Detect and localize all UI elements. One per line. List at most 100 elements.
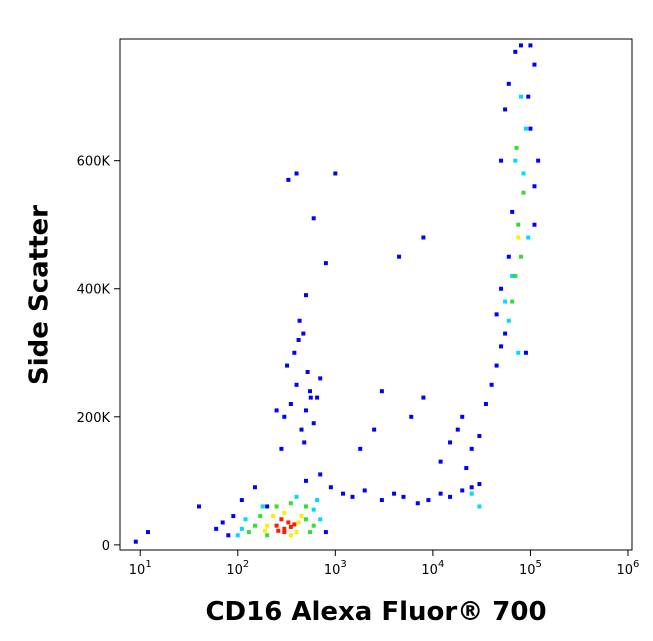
point — [305, 369, 310, 374]
point — [265, 523, 270, 528]
point — [311, 507, 316, 512]
point — [315, 498, 320, 503]
x-tick-exponent: 4 — [438, 559, 444, 570]
point — [516, 222, 521, 227]
point — [318, 517, 323, 522]
point — [246, 530, 251, 535]
point — [469, 446, 474, 451]
x-tick-exponent: 2 — [243, 559, 249, 570]
x-tick-label: 103 — [324, 559, 347, 578]
point — [528, 43, 533, 48]
point — [438, 491, 443, 496]
point — [426, 498, 431, 503]
point — [274, 408, 279, 413]
point — [231, 514, 236, 519]
x-tick-label: 104 — [421, 559, 444, 578]
point — [318, 376, 323, 381]
point — [499, 286, 504, 291]
point — [323, 261, 328, 266]
point — [448, 494, 453, 499]
point — [532, 222, 537, 227]
point — [513, 49, 518, 54]
point — [292, 350, 297, 355]
point — [518, 43, 523, 48]
point — [286, 520, 291, 525]
x-tick-exponent: 5 — [536, 559, 542, 570]
point — [415, 501, 420, 506]
point — [460, 414, 465, 419]
point — [252, 485, 257, 490]
point — [460, 488, 465, 493]
point — [274, 523, 279, 528]
point — [243, 517, 248, 522]
point — [379, 498, 384, 503]
point — [288, 501, 293, 506]
point — [510, 299, 515, 304]
point — [145, 530, 150, 535]
point — [252, 523, 257, 528]
x-tick-base: 10 — [519, 563, 536, 578]
point — [311, 421, 316, 426]
point — [503, 299, 508, 304]
point — [271, 514, 276, 519]
point — [294, 494, 299, 499]
point — [220, 520, 225, 525]
point — [285, 363, 290, 368]
point — [303, 517, 308, 522]
point — [260, 504, 265, 509]
point — [494, 363, 499, 368]
point — [328, 485, 333, 490]
point — [341, 491, 346, 496]
point — [506, 318, 511, 323]
point — [506, 254, 511, 259]
x-tick-label: 106 — [617, 559, 640, 578]
point — [510, 209, 515, 214]
point — [279, 446, 284, 451]
point — [303, 408, 308, 413]
point — [282, 414, 287, 419]
point — [282, 510, 287, 515]
point — [483, 402, 488, 406]
point — [518, 94, 523, 99]
x-tick-exponent: 1 — [145, 559, 151, 570]
point — [292, 522, 297, 527]
x-axis-title: CD16 Alexa Fluor® 700 — [205, 597, 546, 627]
point — [303, 293, 308, 298]
point — [516, 350, 521, 355]
point — [528, 126, 533, 131]
point — [274, 504, 279, 509]
point — [489, 382, 494, 387]
point — [469, 491, 474, 496]
point — [294, 530, 299, 535]
y-tick-label: 200K — [77, 411, 111, 426]
point — [308, 389, 313, 394]
y-tick-label: 0 — [102, 539, 110, 554]
point — [282, 530, 287, 535]
point — [401, 494, 406, 499]
x-tick-base: 10 — [421, 563, 438, 578]
point — [262, 528, 267, 533]
point — [448, 440, 453, 445]
point — [226, 533, 231, 538]
point — [333, 171, 338, 176]
point — [279, 517, 284, 522]
point — [464, 466, 469, 471]
point — [302, 440, 307, 445]
point — [521, 171, 526, 176]
point — [503, 331, 508, 336]
point — [421, 395, 426, 400]
point — [514, 145, 519, 150]
point — [133, 539, 138, 544]
point — [294, 382, 299, 387]
point — [239, 526, 244, 531]
point — [318, 472, 323, 477]
point — [296, 520, 301, 525]
point — [518, 254, 523, 259]
point — [315, 395, 320, 400]
point — [276, 528, 281, 533]
y-tick-label: 400K — [77, 283, 111, 298]
point — [523, 126, 528, 131]
point — [239, 498, 244, 503]
point — [350, 494, 355, 499]
